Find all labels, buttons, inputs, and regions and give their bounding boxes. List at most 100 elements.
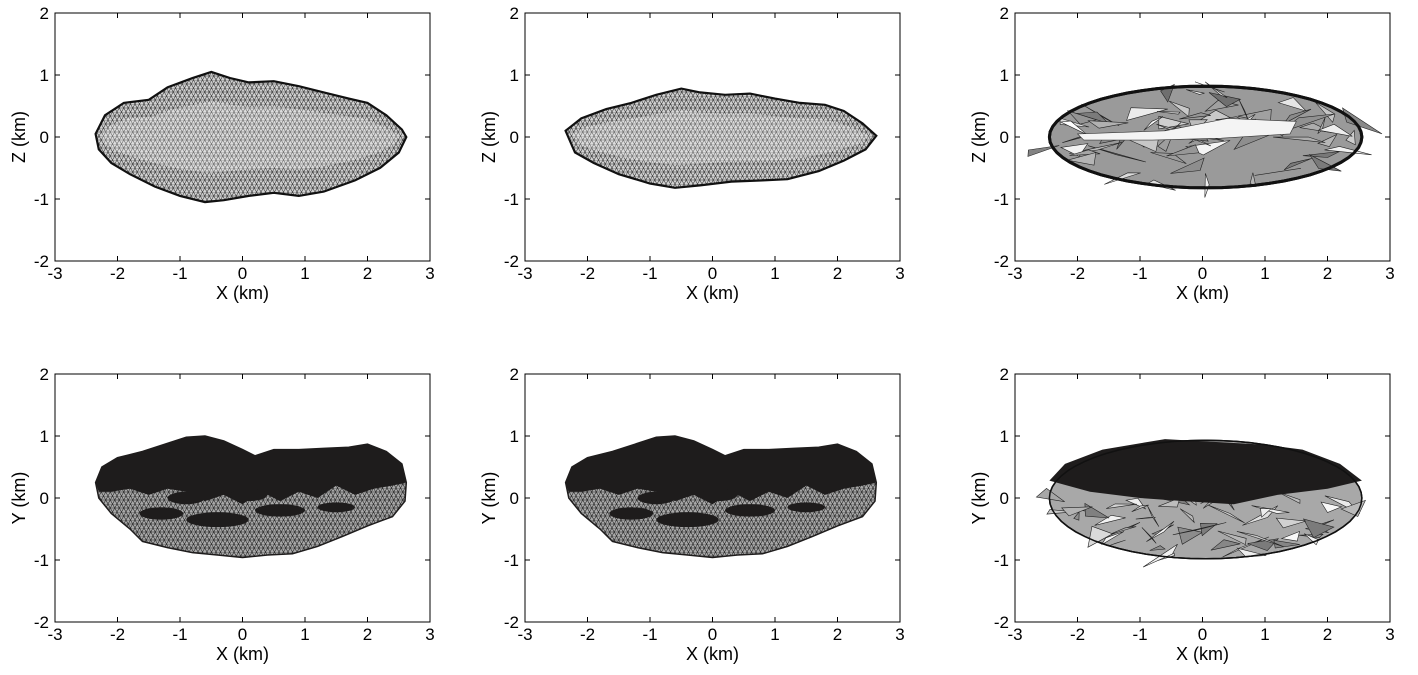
x-axis-label: X (km) (1176, 644, 1229, 664)
y-tick-label: 1 (510, 427, 519, 446)
facet (1170, 157, 1205, 174)
facet (1186, 89, 1205, 95)
facet (1275, 517, 1306, 529)
facet (1238, 98, 1251, 124)
shadow-patch (609, 507, 654, 520)
facet (1320, 501, 1343, 513)
facet-outline (1048, 439, 1363, 560)
x-tick-label: 0 (238, 264, 247, 283)
asteroid-shape (1027, 81, 1383, 198)
y-tick-label: -2 (994, 252, 1009, 271)
y-tick-label: 0 (510, 489, 519, 508)
facet (1236, 531, 1285, 548)
x-tick-label: 3 (425, 625, 434, 644)
facet (1277, 491, 1301, 504)
x-tick-label: 1 (300, 264, 309, 283)
shadow-patch (139, 507, 184, 520)
x-tick-label: 3 (1385, 264, 1394, 283)
facet (1126, 107, 1168, 121)
facet (1147, 505, 1160, 527)
asteroid-shape (94, 70, 408, 204)
asteroid-shape (1035, 439, 1366, 568)
y-axis-label: Y (km) (479, 472, 499, 525)
shadow-patch (656, 512, 719, 528)
y-tick-label: 2 (510, 4, 519, 23)
y-tick-label: -2 (34, 252, 49, 271)
y-tick-label: -2 (994, 613, 1009, 632)
mesh-silhouette (94, 70, 408, 204)
facet (1283, 158, 1312, 171)
shadow-patch (167, 491, 205, 505)
x-tick-label: 1 (300, 625, 309, 644)
x-tick-label: -3 (1007, 625, 1022, 644)
facet (1200, 522, 1218, 537)
x-tick-label: 0 (1198, 264, 1207, 283)
facet (1277, 97, 1308, 112)
y-tick-label: 0 (1000, 128, 1009, 147)
x-tick-label: 1 (1260, 625, 1269, 644)
x-tick-label: 2 (1323, 264, 1332, 283)
x-axis-label: X (km) (1176, 283, 1229, 303)
y-tick-label: 2 (1000, 365, 1009, 384)
facet (1254, 168, 1301, 176)
shadow-patch (186, 512, 249, 528)
shadow-region (565, 436, 877, 505)
x-tick-label: 2 (833, 264, 842, 283)
shadow-patch (255, 504, 305, 517)
mesh-silhouette (564, 87, 878, 189)
facet (1094, 514, 1126, 526)
facet (1027, 145, 1060, 157)
y-tick-label: -2 (34, 613, 49, 632)
y-tick-label: -2 (504, 252, 519, 271)
x-tick-label: -2 (580, 625, 595, 644)
y-tick-label: -1 (994, 190, 1009, 209)
facet-outline (1047, 84, 1364, 190)
facet (1101, 531, 1125, 545)
x-tick-label: -3 (47, 625, 62, 644)
facet (1210, 539, 1241, 551)
asteroid-shape (564, 87, 878, 189)
mesh-highlight (571, 110, 870, 165)
facet (1131, 504, 1149, 512)
y-tick-label: 2 (510, 365, 519, 384)
y-tick-label: 2 (40, 365, 49, 384)
shadow-patch (230, 488, 268, 502)
x-tick-label: 3 (895, 264, 904, 283)
facet (1169, 100, 1190, 118)
y-tick-label: 1 (40, 427, 49, 446)
x-tick-label: 0 (708, 264, 717, 283)
facet (1315, 101, 1336, 123)
x-axis-label: X (km) (686, 283, 739, 303)
shadow-patch (787, 502, 825, 513)
shadow-region (1049, 439, 1362, 505)
y-tick-label: -1 (504, 551, 519, 570)
facet (1273, 539, 1300, 549)
facet (1067, 152, 1097, 166)
y-tick-label: 0 (510, 128, 519, 147)
y-tick-label: 1 (1000, 66, 1009, 85)
y-tick-label: -1 (504, 190, 519, 209)
facet (1156, 111, 1181, 115)
x-tick-label: 2 (833, 625, 842, 644)
shadow-patch (637, 491, 675, 505)
x-axis-label: X (km) (686, 644, 739, 664)
facet (1059, 120, 1088, 136)
facet (1172, 522, 1227, 536)
facet (1280, 531, 1300, 542)
facet (1283, 108, 1312, 124)
x-tick-label: 0 (708, 625, 717, 644)
x-tick-label: 2 (1323, 625, 1332, 644)
y-tick-label: 2 (40, 4, 49, 23)
x-tick-label: -2 (1070, 625, 1085, 644)
facet (1109, 539, 1126, 546)
x-tick-label: -1 (642, 264, 657, 283)
y-tick-label: 0 (40, 489, 49, 508)
y-tick-label: 1 (40, 66, 49, 85)
x-axis-label: X (km) (216, 283, 269, 303)
x-axis-label: X (km) (216, 644, 269, 664)
